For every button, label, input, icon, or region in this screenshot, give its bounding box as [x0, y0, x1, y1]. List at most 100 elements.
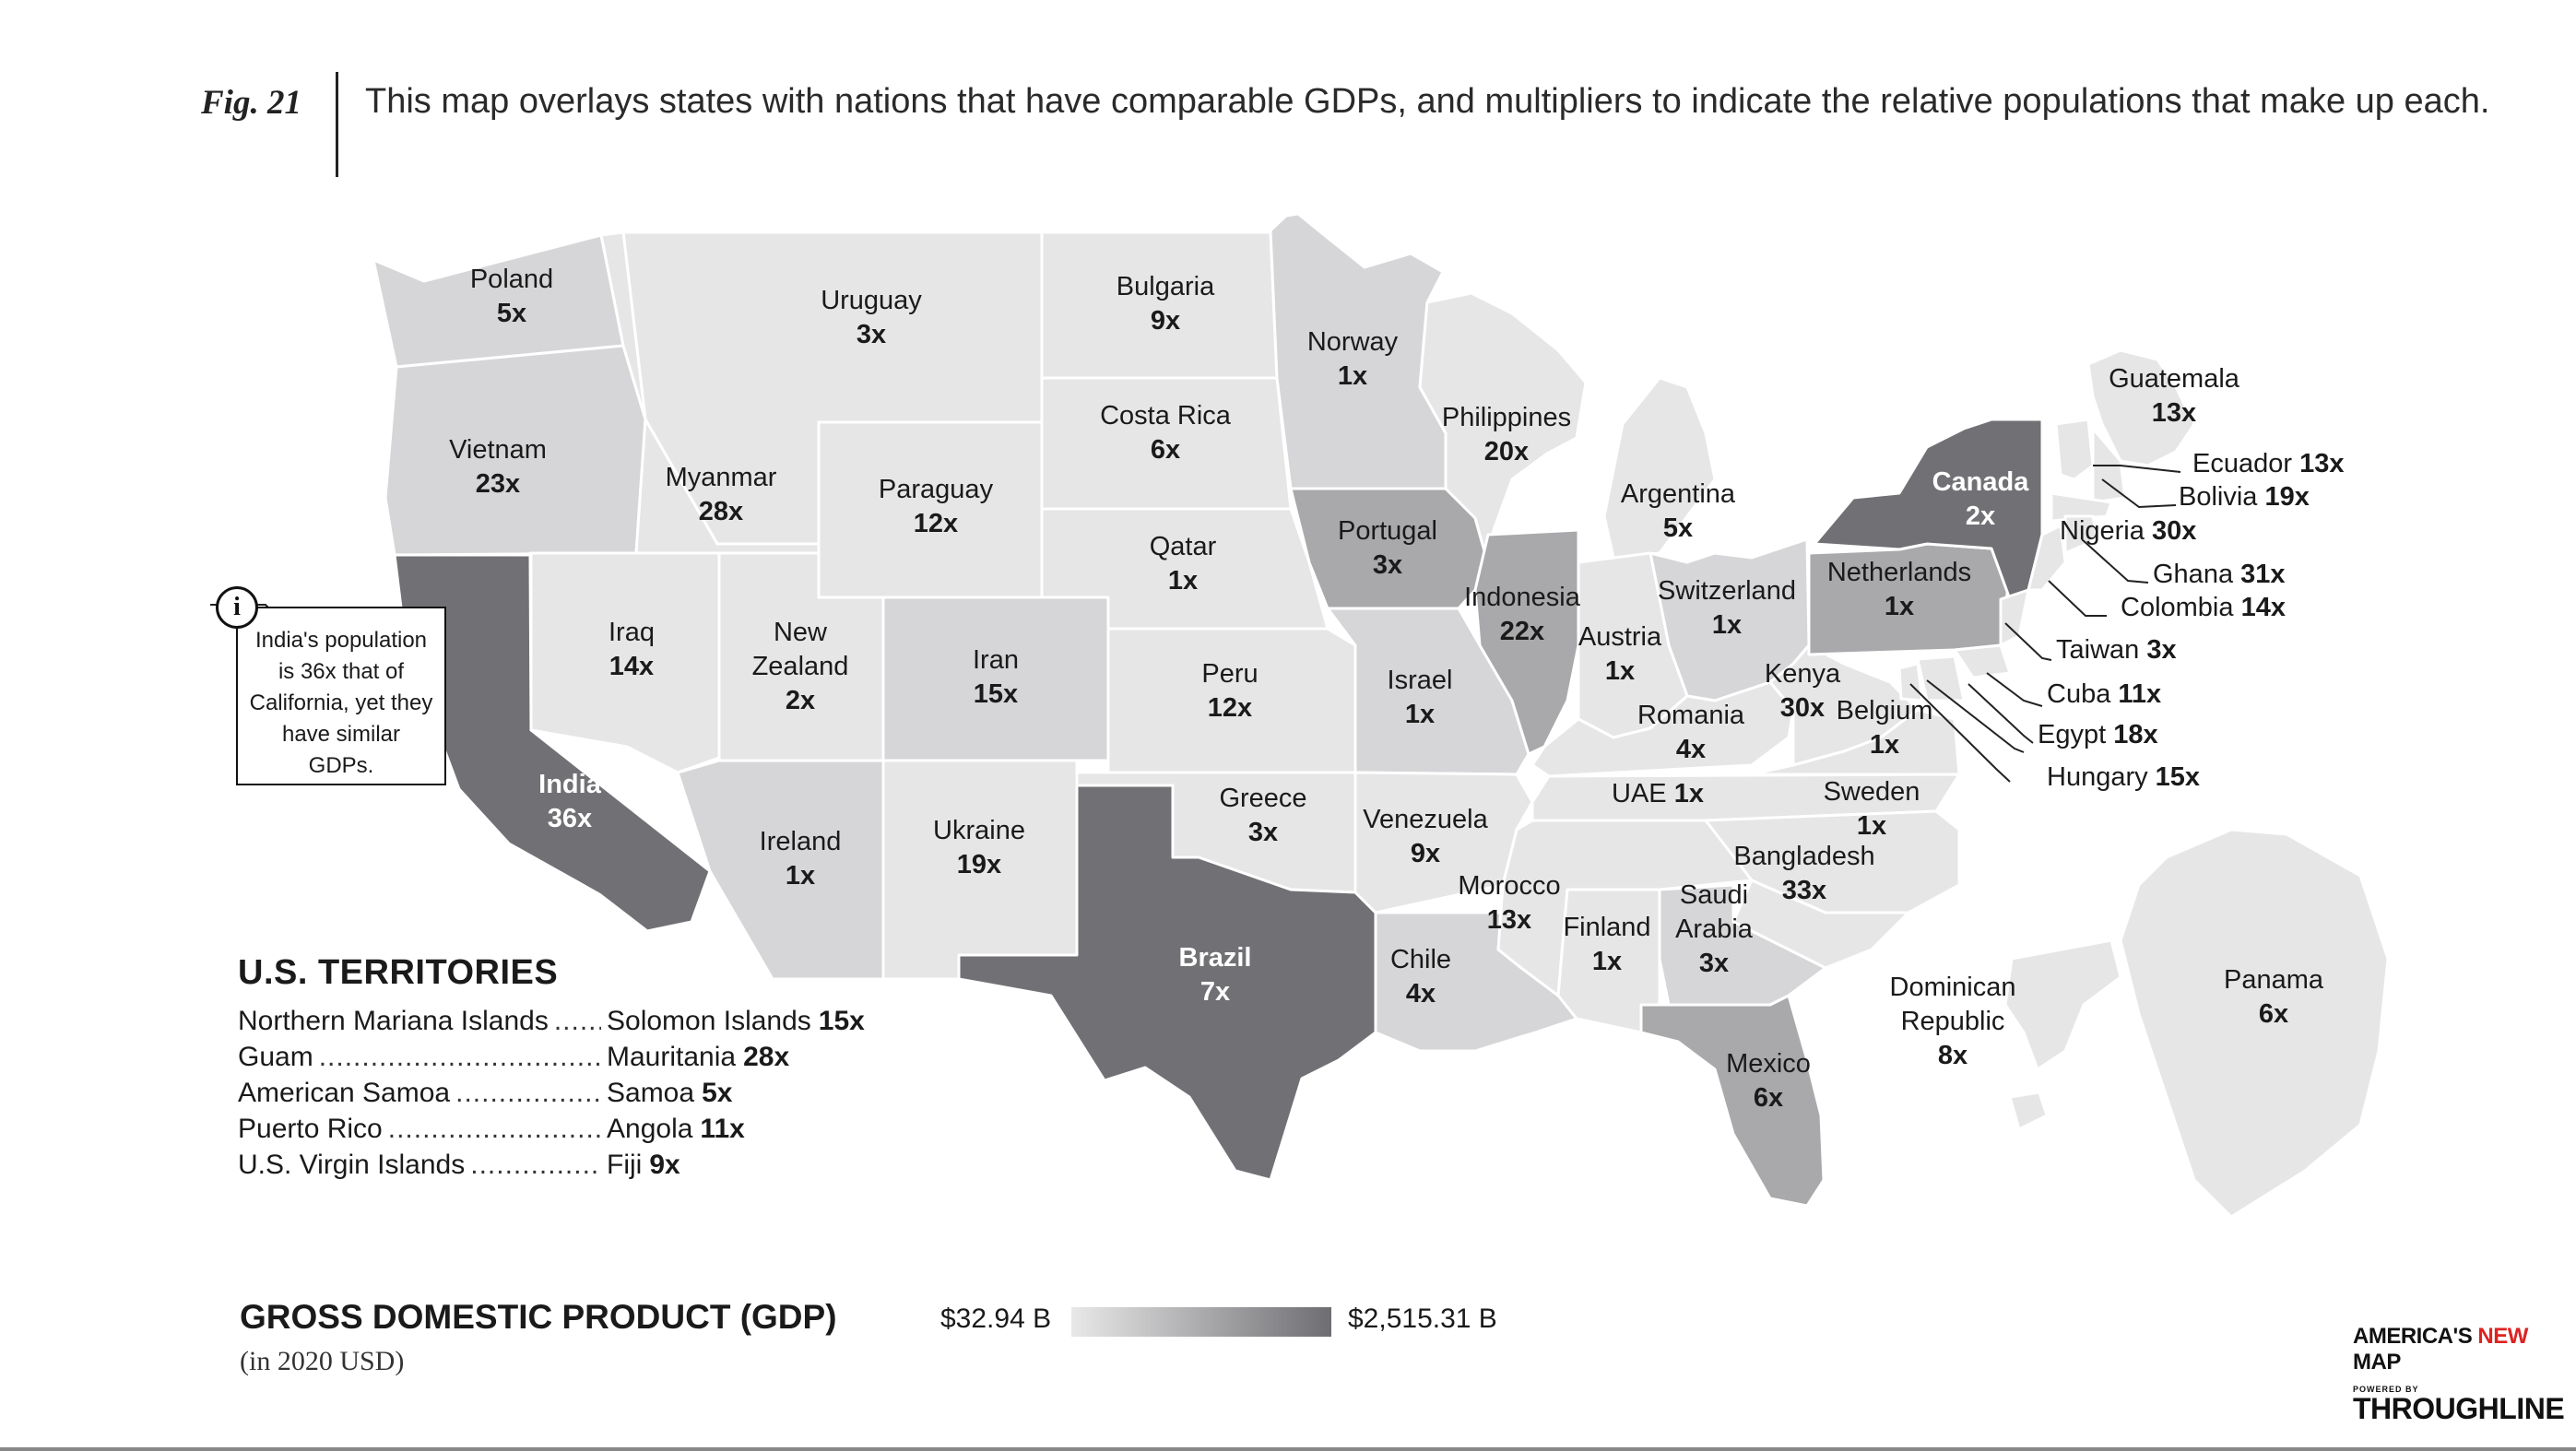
territory-country: Fiji [607, 1150, 643, 1180]
territory-country: Samoa [607, 1078, 695, 1108]
legend-title: GROSS DOMESTIC PRODUCT (GDP) [240, 1298, 837, 1336]
brand-logo: AMERICA'S NEW MAP POWERED BY THROUGHLINE [2353, 1324, 2565, 1426]
region-colombia [2027, 524, 2067, 592]
legend-gradient-bar [1071, 1307, 1331, 1337]
territory-name: Northern Mariana Islands [238, 1006, 549, 1036]
label-argentina: Argentina 5x [1621, 479, 1736, 543]
label-peru: Peru 12x [1201, 659, 1258, 723]
state-shapes [372, 212, 2390, 1219]
label-canada: Canada 2x [1932, 467, 2030, 531]
label-indonesia: Indonesia 22x [1464, 583, 1581, 646]
figure-label: Fig. 21 [201, 84, 301, 122]
label-bangladesh: Bangladesh 33x [1733, 842, 1874, 905]
territory-name: American Samoa [238, 1078, 451, 1108]
label-greece: Greece 3x [1219, 784, 1306, 847]
figure-header: Fig. 21 This map overlays states with na… [201, 72, 2489, 181]
label-iraq: Iraq 14x [609, 618, 655, 681]
brand-powered-by: POWERED BY [2353, 1385, 2419, 1394]
label-venezuela: Venezuela 9x [1363, 805, 1488, 868]
india-callout-box: i India's population is 36x that of Cali… [216, 586, 446, 785]
legend-subtitle: (in 2020 USD) [240, 1346, 405, 1376]
brand-name-accent: NEW [2477, 1324, 2528, 1349]
territory-multiplier: 5x [702, 1078, 733, 1108]
territory-country: Mauritania [607, 1042, 737, 1072]
territory-multiplier: 15x [818, 1006, 865, 1036]
label-paraguay: Paraguay 12x [879, 475, 994, 538]
region-guatemala [2086, 348, 2196, 467]
label-sweden: Sweden 1x [1824, 777, 1920, 841]
territory-multiplier: 11x [700, 1114, 745, 1144]
territory-leader-dots: ........................................… [470, 1150, 601, 1180]
territory-row: Northern Mariana Islands................… [238, 1006, 939, 1042]
territory-row: American Samoa..........................… [238, 1078, 939, 1114]
brand-name-part3: MAP [2353, 1350, 2401, 1374]
bottom-rule [0, 1447, 2576, 1451]
legend-max-label: $2,515.31 B [1348, 1304, 1497, 1334]
label-iran: Iran 15x [973, 645, 1019, 709]
label-hungary: Hungary 15x [2047, 762, 2200, 792]
region-bulgaria [1040, 230, 1279, 380]
territory-name: Guam [238, 1042, 313, 1072]
label-uae: UAE 1x [1612, 779, 1704, 808]
label-egypt: Egypt 18x [2038, 720, 2158, 749]
label-belgium: Belgium 1x [1837, 696, 1933, 760]
legend-min-label: $32.94 B [940, 1304, 1052, 1334]
label-saudi-arabia: Saudi Arabia 3x [1675, 880, 1754, 978]
label-switzerland: Switzerland 1x [1658, 576, 1796, 640]
label-norway: Norway 1x [1307, 327, 1399, 391]
region-ghana [2063, 514, 2099, 555]
label-ireland: Ireland 1x [760, 827, 842, 891]
territory-row: Puerto Rico.............................… [238, 1114, 939, 1150]
label-vietnam: Vietnam 23x [449, 435, 547, 499]
brand-throughline: THROUGHLINE [2353, 1392, 2565, 1425]
label-ecuador: Ecuador 13x [2192, 449, 2344, 478]
label-poland: Poland 5x [470, 265, 553, 328]
label-austria: Austria 1x [1578, 622, 1662, 686]
region-nigeria [2050, 491, 2113, 523]
brand-name-part1: AMERICA'S [2353, 1324, 2478, 1349]
region-ireland [676, 759, 885, 981]
india-callout-text: India's population is 36x that of Califo… [249, 628, 433, 778]
label-india: India 36x [538, 770, 602, 833]
label-bolivia: Bolivia 19x [2179, 482, 2310, 512]
region-taiwan [1999, 588, 2030, 647]
label-portugal: Portugal 3x [1338, 516, 1437, 580]
figure-caption: This map overlays states with nations th… [365, 82, 2490, 121]
region-panama [2119, 828, 2390, 1219]
region-mexico [1639, 994, 1826, 1208]
region-portugal [1289, 487, 1490, 610]
label-philippines: Philippines 20x [1442, 403, 1571, 466]
label-brazil: Brazil 7x [1179, 943, 1252, 1007]
label-qatar: Qatar 1x [1150, 532, 1217, 596]
label-cuba: Cuba 11x [2047, 679, 2161, 709]
label-myanmar: Myanmar 28x [666, 463, 777, 526]
region-philippines [1418, 291, 1588, 566]
label-kenya: Kenya 30x [1765, 659, 1841, 723]
label-ghana: Ghana 31x [2153, 560, 2286, 589]
territory-row: U.S. Virgin Islands.....................… [238, 1150, 939, 1186]
region-dominican-republic [2003, 938, 2122, 1131]
region-canada [1813, 418, 2044, 601]
label-romania: Romania 4x [1637, 701, 1745, 764]
label-colombia: Colombia 14x [2121, 593, 2286, 622]
label-nigeria: Nigeria 30x [2060, 516, 2196, 546]
region-egypt [1916, 655, 1966, 702]
territory-country: Angola [607, 1114, 693, 1144]
info-icon: i [216, 586, 258, 629]
territory-leader-dots: ........................................… [387, 1114, 601, 1144]
region-cuba [1953, 643, 2012, 679]
region-ecuador [2054, 418, 2095, 481]
label-bulgaria: Bulgaria 9x [1117, 272, 1215, 336]
territory-name: U.S. Virgin Islands [238, 1150, 466, 1180]
label-dominican-republic: Dominican Republic 8x [1890, 973, 2016, 1070]
callout-lines [210, 465, 2181, 783]
figure-divider [336, 72, 338, 177]
label-morocco: Morocco 13x [1458, 871, 1560, 935]
label-israel: Israel 1x [1388, 666, 1453, 729]
region-labels: Poland 5x Vietnam 23x India 36x Uruguay 3x Myanm… [449, 265, 2344, 1113]
label-uruguay: Uruguay 3x [821, 286, 922, 349]
label-finland: Finland 1x [1563, 913, 1650, 976]
territory-country: Solomon Islands [607, 1006, 811, 1036]
label-taiwan: Taiwan 3x [2056, 635, 2177, 665]
